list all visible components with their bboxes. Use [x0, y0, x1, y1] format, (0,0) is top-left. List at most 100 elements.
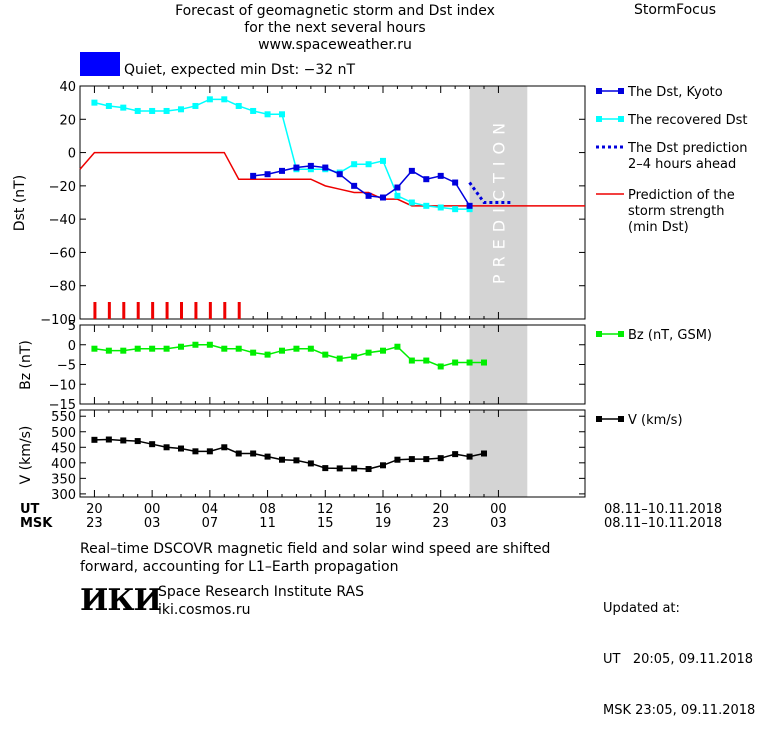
bz-line-point: [423, 357, 430, 364]
dst-kyoto-line-point: [408, 167, 415, 174]
msk-tick-label: 03: [490, 516, 507, 531]
y-tick-label: 5: [68, 319, 76, 334]
v-line-point: [221, 444, 228, 451]
legend-bz-label: Bz (nT, GSM): [628, 328, 712, 343]
kp-bar: [180, 302, 183, 319]
bz-line-point: [481, 359, 487, 366]
y-tick-label: 350: [51, 472, 76, 487]
kp-bar: [208, 302, 212, 319]
msk-tick-label: 15: [317, 516, 334, 531]
bz-line-point: [279, 347, 285, 354]
recovered-dst-line-point: [250, 107, 257, 114]
chart-title: Forecast of geomagnetic storm and Dst in…: [90, 3, 580, 54]
recovered-dst-line-point: [452, 206, 459, 213]
dst-kyoto-line-point: [293, 164, 300, 171]
prediction-band: [469, 410, 528, 497]
title-line-2: for the next several hours: [244, 20, 426, 36]
prediction-label: PREDICTION: [489, 116, 508, 284]
v-line-point: [481, 450, 487, 457]
ut-label: UT: [20, 502, 40, 517]
recovered-dst-line-point: [307, 166, 314, 173]
v-line-point: [423, 456, 430, 463]
bz-line-point: [365, 349, 372, 356]
v-line-point: [105, 436, 112, 443]
bz-line-point: [452, 359, 459, 366]
kp-bar: [165, 302, 169, 319]
kp-bar: [122, 302, 126, 319]
msk-label: MSK: [20, 516, 53, 531]
y-tick-label: −80: [49, 280, 76, 295]
title-link[interactable]: www.spaceweather.ru: [258, 37, 412, 53]
v-line: [94, 438, 485, 470]
legend-dst-kyoto-label: The Dst, Kyoto: [627, 85, 723, 100]
bz-line-point: [105, 347, 112, 354]
legend-dst-prediction-label: The Dst prediction: [627, 141, 748, 156]
y-tick-label: −15: [49, 398, 76, 413]
bz-line-point: [322, 351, 329, 358]
v-line-point: [163, 444, 170, 451]
ut-tick-label: 00: [490, 502, 507, 517]
bz-line-point: [206, 341, 213, 348]
caption-line-1: Real–time DSCOVR magnetic field and sola…: [80, 541, 551, 557]
institute-site[interactable]: iki.cosmos.ru: [158, 602, 251, 618]
v-line-point: [452, 451, 459, 458]
prediction-band: [469, 86, 528, 319]
bz-line-point: [466, 359, 473, 366]
bz-line-point: [293, 345, 300, 352]
bz-line-point: [120, 347, 127, 354]
ut-date-range: 08.11–10.11.2018: [604, 502, 722, 517]
legend-bz-marker: [618, 331, 624, 337]
bz-line-point: [134, 345, 141, 352]
y-tick-label: 550: [51, 410, 76, 425]
dst-prediction-line: [468, 181, 513, 204]
v-line-point: [120, 437, 127, 444]
recovered-dst-line-point: [264, 111, 271, 118]
bz-line-point: [178, 343, 184, 350]
bz-line-point: [235, 345, 242, 352]
recovered-dst-line-point: [408, 199, 415, 206]
bz-line-point: [149, 345, 156, 352]
status-text: Quiet, expected min Dst: −32 nT: [124, 62, 356, 78]
v-line-point: [293, 457, 300, 464]
bz-line-point: [307, 345, 314, 352]
v-line-point: [322, 465, 329, 472]
ut-tick-label: 00: [144, 502, 161, 517]
updated-ut: UT 20:05, 09.11.2018: [603, 652, 754, 667]
y-tick-label: 40: [59, 80, 76, 95]
recovered-dst-line-point: [279, 111, 285, 118]
v-line-point: [134, 438, 141, 445]
bz-line-point: [192, 341, 199, 348]
bz-line-point: [380, 347, 386, 354]
ut-tick-label: 12: [317, 502, 334, 517]
prediction-bands: [469, 86, 528, 497]
legend-v-marker: [618, 416, 624, 422]
kp-bar: [136, 302, 140, 319]
bz-line-point: [264, 351, 271, 358]
dst-kyoto-line-point: [307, 162, 314, 169]
dst-axis-title: Dst (nT): [12, 175, 28, 231]
v-line-point: [307, 460, 314, 467]
y-tick-label: 450: [51, 441, 76, 456]
recovered-dst-line-point: [134, 107, 141, 114]
v-line-point: [250, 450, 257, 457]
recovered-dst-line-point: [192, 102, 199, 109]
recovered-dst-line-point: [466, 206, 473, 213]
bz-line-point: [221, 345, 228, 352]
v-line-point: [178, 445, 184, 452]
dst-kyoto-line-point: [279, 167, 285, 174]
dst-kyoto-line-point: [437, 172, 444, 179]
dst-kyoto-line-point: [264, 171, 271, 178]
msk-tick-label: 03: [144, 516, 161, 531]
y-tick-label: −20: [49, 180, 76, 195]
caption-line-2: forward, accounting for L1–Earth propaga…: [80, 559, 399, 575]
legend-recovered-dst-marker: [618, 116, 624, 122]
y-tick-label: 20: [59, 113, 76, 128]
institute-name: Space Research Institute RAS: [158, 584, 364, 600]
recovered-dst-line-point: [91, 99, 98, 106]
legend-bz-marker: [596, 331, 602, 337]
recovered-dst-line-point: [178, 106, 184, 113]
v-line-point: [192, 448, 199, 455]
bz-line-point: [351, 353, 358, 360]
